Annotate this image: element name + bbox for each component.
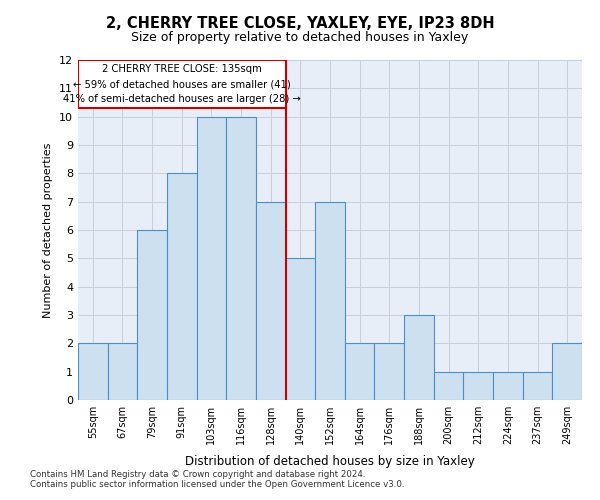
X-axis label: Distribution of detached houses by size in Yaxley: Distribution of detached houses by size …: [185, 456, 475, 468]
Bar: [137, 230, 167, 400]
Bar: [256, 202, 286, 400]
Bar: [167, 174, 197, 400]
Bar: [315, 202, 345, 400]
Bar: [286, 258, 315, 400]
Bar: [404, 315, 434, 400]
Bar: [434, 372, 463, 400]
Bar: [345, 344, 374, 400]
Bar: [107, 344, 137, 400]
Bar: [226, 116, 256, 400]
Text: Size of property relative to detached houses in Yaxley: Size of property relative to detached ho…: [131, 31, 469, 44]
Y-axis label: Number of detached properties: Number of detached properties: [43, 142, 53, 318]
Bar: [78, 60, 286, 108]
Bar: [78, 344, 107, 400]
Text: Contains HM Land Registry data © Crown copyright and database right 2024.
Contai: Contains HM Land Registry data © Crown c…: [30, 470, 404, 489]
Text: 2 CHERRY TREE CLOSE: 135sqm
← 59% of detached houses are smaller (41)
41% of sem: 2 CHERRY TREE CLOSE: 135sqm ← 59% of det…: [63, 64, 301, 104]
Bar: [553, 344, 582, 400]
Bar: [197, 116, 226, 400]
Bar: [523, 372, 553, 400]
Bar: [374, 344, 404, 400]
Text: 2, CHERRY TREE CLOSE, YAXLEY, EYE, IP23 8DH: 2, CHERRY TREE CLOSE, YAXLEY, EYE, IP23 …: [106, 16, 494, 31]
Bar: [463, 372, 493, 400]
Bar: [493, 372, 523, 400]
